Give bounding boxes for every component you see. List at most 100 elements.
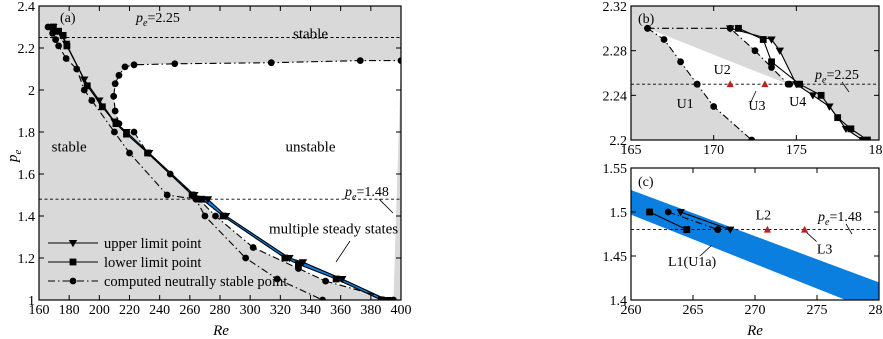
data-point-triangle-down	[808, 92, 818, 100]
point-label: L2	[756, 209, 772, 224]
point-label: U4	[789, 95, 806, 110]
y-tick-label: 1.55	[603, 162, 628, 177]
data-point-circle	[273, 275, 281, 283]
x-tick-label: 240	[149, 303, 170, 318]
data-point-circle	[267, 59, 275, 67]
data-point-circle	[768, 64, 775, 71]
y-tick-label: 1.5	[610, 206, 628, 221]
data-point-square	[864, 136, 871, 140]
reference-label: pe=2.25	[814, 68, 859, 86]
data-point-square	[281, 254, 289, 262]
point-label: L3	[817, 243, 833, 258]
data-point-square	[98, 103, 106, 111]
x-tick-label: 360	[330, 303, 351, 318]
marked-point	[693, 80, 701, 88]
x-tick-label: 380	[360, 303, 381, 318]
data-point-circle	[126, 149, 133, 157]
data-point-circle	[130, 128, 138, 136]
data-point-triangle-down	[203, 196, 213, 204]
plot-frame-b	[630, 5, 880, 141]
data-point-circle	[62, 55, 70, 62]
data-point-triangle-down	[337, 276, 347, 284]
data-point-circle	[748, 136, 756, 140]
data-point-circle	[644, 24, 651, 32]
x-tick-label: 280	[210, 303, 231, 318]
data-point-square	[55, 27, 63, 35]
data-point-square	[683, 226, 691, 233]
reference-label: pe=1.48	[817, 210, 862, 228]
x-tick-label: 400	[391, 303, 412, 318]
data-point-circle	[322, 277, 329, 285]
panel-label: (a)	[60, 11, 76, 26]
legend-entry: upper limit point	[104, 236, 201, 252]
marked-point	[786, 80, 794, 88]
marked-point	[714, 226, 722, 234]
legend-entry: computed neutrally stable point	[104, 274, 287, 290]
data-point-circle	[49, 29, 56, 37]
x-tick-label: 180	[59, 303, 80, 318]
leader-line	[699, 244, 713, 257]
x-tick-label: 200	[89, 303, 110, 318]
panel-b: 165 170 175 180 2.2 2.24 2.28 2.32 (b) pe=2.25 U1…	[603, 0, 883, 158]
x-tick-label: 265	[683, 303, 704, 318]
x-tick-label: 160	[29, 303, 50, 318]
data-point-square	[768, 58, 775, 66]
data-point-square	[59, 32, 67, 39]
x-tick-label: 275	[807, 303, 828, 318]
panel-label: (c)	[638, 175, 654, 190]
y-tick-label: 2.2	[18, 42, 36, 57]
data-point-circle	[726, 24, 734, 32]
data-point-circle	[710, 103, 718, 110]
y-tick-label: 1	[28, 294, 35, 309]
data-point-square	[63, 42, 71, 50]
data-point-circle	[660, 36, 668, 43]
unstable-region	[113, 60, 401, 300]
data-point-triangle-down	[726, 226, 735, 234]
data-point-circle	[390, 296, 397, 300]
x-tick-label: 260	[621, 303, 642, 318]
data-point-square	[377, 296, 385, 300]
data-point-square	[759, 36, 767, 43]
panel-c: 260 265 270 275 280 1.4 1.45 1.5 1.55 (c) Re pe=1.…	[603, 162, 883, 339]
data-point-circle	[190, 191, 198, 199]
marked-point	[761, 80, 769, 88]
y-tick-label: 2.2	[610, 134, 628, 149]
x-tick-label: 175	[786, 143, 807, 158]
series-line-1-0	[649, 211, 688, 231]
data-point-square	[817, 91, 825, 99]
y-tick-label: 2.28	[603, 45, 628, 60]
reference-label: pe=2.25	[135, 11, 180, 29]
series-line-2-0	[47, 26, 323, 300]
leader-line	[749, 90, 757, 105]
x-tick-label: 220	[119, 303, 140, 318]
x-tick-label: 165	[621, 143, 642, 158]
data-point-circle	[166, 170, 174, 178]
y-tick-label: 1.4	[610, 294, 628, 309]
data-point-triangle-down	[775, 47, 784, 55]
data-point-square	[646, 208, 653, 216]
region-label: stable	[52, 140, 87, 156]
data-point-circle	[115, 120, 123, 127]
data-point-circle	[110, 92, 118, 100]
legend-marker-triangle-down	[68, 240, 78, 248]
leader-line	[845, 223, 853, 235]
data-point-square	[123, 130, 130, 138]
data-point-circle	[249, 244, 257, 251]
y-tick-label: 2	[28, 84, 35, 99]
region-label: multiple steady states	[269, 222, 398, 238]
x-tick-label: 320	[270, 303, 291, 318]
y-tick-label: 2.32	[603, 0, 628, 15]
panel-label: (b)	[638, 12, 655, 27]
x-tick-label: 260	[179, 303, 200, 318]
data-point-square	[49, 23, 57, 31]
y-tick-label: 1.4	[18, 210, 36, 225]
data-point-circle	[88, 97, 96, 104]
data-point-circle	[201, 212, 209, 220]
data-point-circle	[171, 60, 179, 68]
data-point-circle	[664, 208, 672, 216]
data-point-square	[834, 114, 842, 122]
y-tick-label: 2.4	[18, 0, 36, 15]
y-tick-label: 2.24	[603, 89, 628, 104]
data-point-circle	[111, 128, 118, 136]
panel-a: 160 180 200 220 240 260 280 300 320 340 360 380 400 1…	[5, 0, 412, 339]
